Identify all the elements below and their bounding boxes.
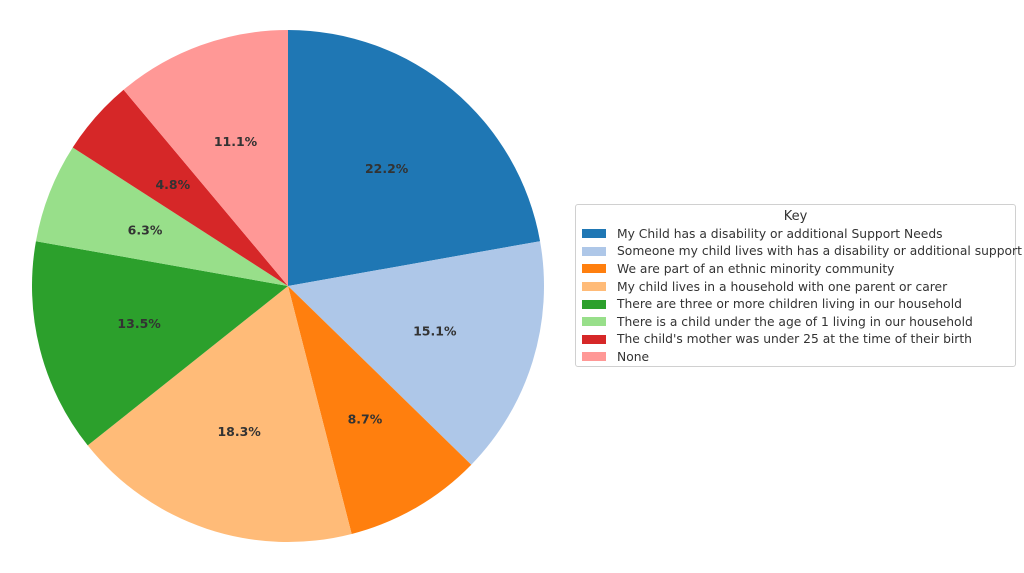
pie-value-labels: 22.2% 15.1% 8.7% 18.3% 13.5% 6.3% 4.8% 11.1% [117,134,457,439]
legend-swatch-5 [582,317,606,327]
legend-swatch-6 [582,334,606,344]
legend-item-7: None [582,348,1015,366]
legend: Key My Child has a disability or additio… [575,204,1022,367]
legend-label-1: Someone my child lives with has a disabi… [617,244,1022,259]
legend-swatch-2 [582,264,606,274]
pie-slices [31,30,545,543]
legend-swatch-4 [582,299,606,309]
legend-label-3: My child lives in a household with one p… [617,279,948,294]
legend-swatch-0 [582,229,606,239]
pie-slice-2 [288,286,472,534]
legend-item-6: The child's mother was under 25 at the t… [582,331,1015,349]
slice-value-label-6: 4.8% [155,177,190,192]
legend-item-1: Someone my child lives with has a disabi… [582,243,1022,261]
pie-slice-0 [288,30,541,286]
legend-label-4: There are three or more children living … [617,297,962,312]
legend-items: My Child has a disability or additional … [576,225,1022,366]
pie-slice-7 [123,30,288,286]
pie-slice-6 [72,89,288,286]
legend-label-5: There is a child under the age of 1 livi… [617,314,973,329]
legend-swatch-3 [582,282,606,292]
legend-label-7: None [617,349,650,364]
pie-chart: 22.2% 15.1% 8.7% 18.3% 13.5% 6.3% 4.8% 11.1% [31,30,545,543]
pie-slice-4 [31,241,289,446]
legend-item-3: My child lives in a household with one p… [582,278,1015,296]
legend-swatch-1 [582,246,606,256]
pie-slice-1 [288,241,545,465]
slice-value-label-1: 15.1% [413,324,457,339]
legend-title: Key [783,209,808,224]
legend-item-5: There is a child under the age of 1 livi… [582,313,1015,331]
legend-item-2: We are part of an ethnic minority commun… [582,260,1015,278]
pie-slice-5 [35,147,289,286]
slice-value-label-7: 11.1% [214,134,258,149]
legend-label-0: My Child has a disability or additional … [617,226,943,241]
slice-value-label-5: 6.3% [128,222,163,237]
pie-slice-3 [87,286,352,543]
legend-label-2: We are part of an ethnic minority commun… [617,261,895,276]
legend-item-0: My Child has a disability or additional … [582,225,1015,243]
legend-label-6: The child's mother was under 25 at the t… [617,332,972,347]
slice-value-label-2: 8.7% [348,411,383,426]
slice-value-label-4: 13.5% [117,316,161,331]
legend-swatch-7 [582,352,606,362]
slice-value-label-3: 18.3% [217,424,261,439]
slice-value-label-0: 22.2% [365,161,409,176]
legend-item-4: There are three or more children living … [582,295,1015,313]
